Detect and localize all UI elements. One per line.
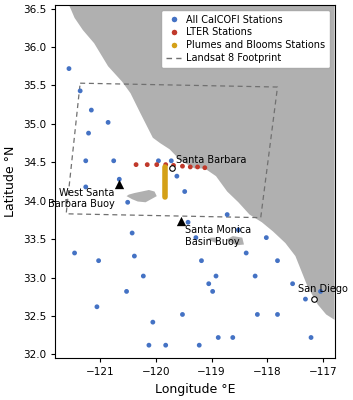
Point (199, 258, 204, 264)
X-axis label: Longitude °E: Longitude °E (155, 383, 235, 396)
Point (235, 227, 241, 233)
Text: West Santa
Barbara Buoy: West Santa Barbara Buoy (48, 188, 115, 209)
Point (156, 158, 161, 164)
Point (66, 65, 72, 72)
Point (263, 234, 269, 241)
Point (146, 342, 152, 348)
Point (225, 211, 230, 218)
Point (185, 219, 191, 226)
Point (243, 250, 249, 256)
Point (202, 164, 208, 171)
Point (180, 163, 185, 169)
Point (213, 273, 219, 279)
Point (193, 234, 199, 241)
Point (86, 130, 91, 136)
Point (196, 342, 202, 348)
Point (318, 288, 323, 295)
Point (89, 107, 94, 113)
Point (169, 165, 175, 172)
Point (163, 342, 168, 348)
Point (140, 273, 146, 279)
Point (111, 158, 116, 164)
Point (195, 164, 201, 170)
Polygon shape (127, 190, 157, 202)
Point (94, 304, 100, 310)
Point (96, 258, 101, 264)
Point (83, 158, 89, 164)
Point (215, 334, 221, 341)
Point (124, 288, 130, 295)
Point (311, 296, 317, 302)
Point (154, 162, 160, 168)
Point (105, 119, 111, 126)
Point (174, 173, 180, 179)
Text: San Diego: San Diego (298, 284, 348, 294)
Y-axis label: Latitude °N: Latitude °N (4, 146, 17, 217)
Legend: All CalCOFI Stations, LTER Stations, Plumes and Blooms Stations, Landsat 8 Footp: All CalCOFI Stations, LTER Stations, Plu… (161, 10, 330, 68)
Polygon shape (227, 236, 244, 245)
Point (116, 176, 122, 182)
Point (275, 258, 280, 264)
Point (230, 334, 235, 341)
Point (83, 184, 89, 190)
Point (206, 280, 211, 287)
Point (163, 162, 168, 168)
Point (252, 273, 258, 279)
Point (132, 253, 137, 259)
Point (133, 162, 139, 168)
Point (77, 88, 83, 94)
Point (187, 164, 193, 170)
Point (72, 250, 77, 256)
Text: Santa Monica
Basin Buoy: Santa Monica Basin Buoy (185, 225, 251, 247)
Point (255, 311, 260, 318)
Point (178, 218, 184, 225)
Point (290, 280, 295, 287)
Point (303, 296, 308, 302)
Point (144, 162, 150, 168)
Point (308, 334, 314, 341)
Point (210, 288, 215, 295)
Point (275, 311, 280, 318)
Polygon shape (55, 5, 335, 320)
Point (150, 319, 156, 325)
Point (168, 158, 174, 164)
Point (125, 199, 131, 206)
Point (180, 311, 185, 318)
Point (116, 181, 122, 187)
Point (171, 162, 176, 168)
Polygon shape (207, 238, 219, 243)
Point (129, 230, 135, 236)
Text: Santa Barbara: Santa Barbara (176, 155, 247, 165)
Point (182, 188, 187, 195)
